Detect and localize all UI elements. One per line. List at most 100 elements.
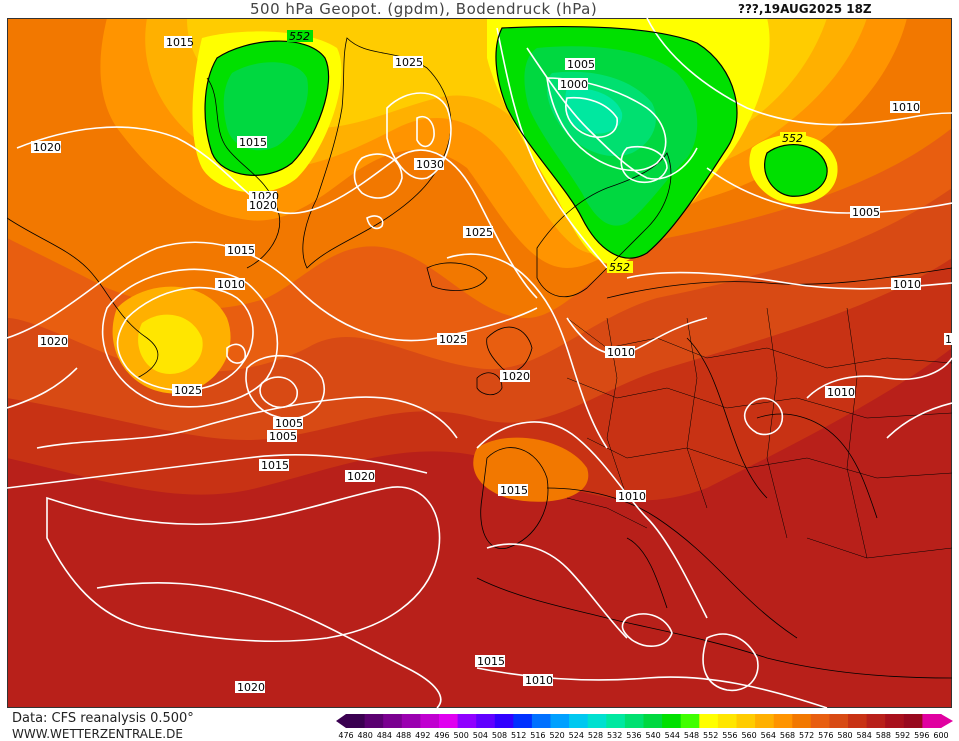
legend-tick-label: 576 xyxy=(818,731,833,740)
legend-tick-label: 568 xyxy=(780,731,795,740)
legend-tick-label: 520 xyxy=(549,731,564,740)
svg-text:552: 552 xyxy=(289,30,310,43)
isobar-label: 1025 xyxy=(172,384,202,397)
isobar-label: 1005 xyxy=(850,206,880,219)
isobar-label: 1025 xyxy=(393,56,423,69)
geopot-label: 552 xyxy=(287,30,313,43)
svg-text:1030: 1030 xyxy=(416,158,444,171)
legend-tick-label: 548 xyxy=(684,731,699,740)
legend-tick-label: 556 xyxy=(722,731,737,740)
svg-text:1005: 1005 xyxy=(269,430,297,443)
svg-text:1020: 1020 xyxy=(40,335,68,348)
legend-swatch xyxy=(848,714,868,728)
valid-time: ???,19AUG2025 18Z xyxy=(738,2,872,16)
svg-text:1025: 1025 xyxy=(465,226,493,239)
legend-tick-label: 540 xyxy=(645,731,660,740)
svg-text:1025: 1025 xyxy=(395,56,423,69)
geopot-contours xyxy=(204,25,828,259)
legend-swatch xyxy=(550,714,570,728)
legend-tick-label: 524 xyxy=(569,731,584,740)
legend-swatch xyxy=(866,714,886,728)
legend-swatch xyxy=(383,714,403,728)
legend-tick-label: 584 xyxy=(857,731,872,740)
svg-text:1015: 1015 xyxy=(227,244,255,257)
isobar-label: 1015 xyxy=(225,244,255,257)
legend-swatch xyxy=(643,714,663,728)
legend-tick-label: 516 xyxy=(530,731,545,740)
legend-tick-label: 552 xyxy=(703,731,718,740)
legend-tick-label: 560 xyxy=(741,731,756,740)
svg-text:1005: 1005 xyxy=(852,206,880,219)
isobar-label: 1025 xyxy=(437,333,467,346)
legend-tick-label: 544 xyxy=(665,731,680,740)
isobar-label: 1010 xyxy=(605,346,635,359)
svg-text:1010: 1010 xyxy=(945,333,952,346)
isobar-label: 1020 xyxy=(235,681,265,694)
isobar-label: 1025 xyxy=(463,226,493,239)
coastlines xyxy=(7,37,952,679)
svg-text:1010: 1010 xyxy=(607,346,635,359)
legend-tick-label: 504 xyxy=(473,731,488,740)
isobar-label: 1010 xyxy=(944,333,952,346)
isobar-label: 1005 xyxy=(565,58,595,71)
isobar-label: 1005 xyxy=(267,430,297,443)
isobar-label: 1015 xyxy=(475,655,505,668)
legend-tick-label: 572 xyxy=(799,731,814,740)
isobar-label: 1015 xyxy=(498,484,528,497)
svg-text:1010: 1010 xyxy=(618,490,646,503)
svg-text:1010: 1010 xyxy=(892,101,920,114)
isobar-label: 1010 xyxy=(616,490,646,503)
isobars xyxy=(7,18,952,708)
isobar-label: 1020 xyxy=(31,141,61,154)
legend-swatch xyxy=(494,714,514,728)
isobar-label: 1005 xyxy=(273,417,303,430)
geopot-label: 552 xyxy=(780,132,806,145)
svg-text:1015: 1015 xyxy=(477,655,505,668)
svg-text:1015: 1015 xyxy=(261,459,289,472)
isobar-label: 1015 xyxy=(164,36,194,49)
legend-tick-label: 508 xyxy=(492,731,507,740)
weather-map: 1015 1025 1015 1020 1020 1020 1030 1025 … xyxy=(7,18,952,708)
isobar-label: 1020 xyxy=(345,470,375,483)
isobar-label: 1010 xyxy=(215,278,245,291)
legend-swatch xyxy=(439,714,459,728)
legend-swatch xyxy=(531,714,551,728)
geopot-labels: 552 552 552 xyxy=(287,30,806,274)
svg-text:1015: 1015 xyxy=(166,36,194,49)
isobar-label: 1020 xyxy=(500,370,530,383)
legend-swatch xyxy=(922,714,942,728)
svg-text:552: 552 xyxy=(782,132,803,145)
svg-text:1005: 1005 xyxy=(567,58,595,71)
legend-swatch xyxy=(773,714,793,728)
legend-swatch xyxy=(680,714,700,728)
svg-text:1010: 1010 xyxy=(525,674,553,687)
isobar-labels: 1015 1025 1015 1020 1020 1020 1030 1025 … xyxy=(31,36,952,694)
legend-swatch xyxy=(457,714,477,728)
svg-text:1025: 1025 xyxy=(439,333,467,346)
chart-title: 500 hPa Geopot. (gpdm), Bodendruck (hPa) xyxy=(250,0,598,18)
legend-swatch xyxy=(903,714,923,728)
isobar-label: 1030 xyxy=(414,158,444,171)
legend-tick-label: 512 xyxy=(511,731,526,740)
site-credit: WWW.WETTERZENTRALE.DE xyxy=(12,727,183,741)
legend-swatch xyxy=(717,714,737,728)
legend-tick-label: 500 xyxy=(454,731,469,740)
legend-tick-label: 588 xyxy=(876,731,891,740)
legend-arrow-right xyxy=(941,714,953,728)
svg-text:1015: 1015 xyxy=(239,136,267,149)
isobar-label: 1010 xyxy=(825,386,855,399)
svg-text:1020: 1020 xyxy=(237,681,265,694)
legend-tick-label: 580 xyxy=(837,731,852,740)
isobar-label: 1000 xyxy=(558,78,588,91)
legend-tick-label: 592 xyxy=(895,731,910,740)
isobar-label: 1015 xyxy=(237,136,267,149)
isobar-label: 1015 xyxy=(259,459,289,472)
legend-tick-label: 596 xyxy=(914,731,929,740)
svg-text:1005: 1005 xyxy=(275,417,303,430)
geopot-label: 552 xyxy=(607,261,633,274)
field-536 xyxy=(564,87,623,134)
svg-text:1015: 1015 xyxy=(500,484,528,497)
svg-text:1010: 1010 xyxy=(827,386,855,399)
legend-swatch xyxy=(885,714,905,728)
legend-swatch xyxy=(420,714,440,728)
